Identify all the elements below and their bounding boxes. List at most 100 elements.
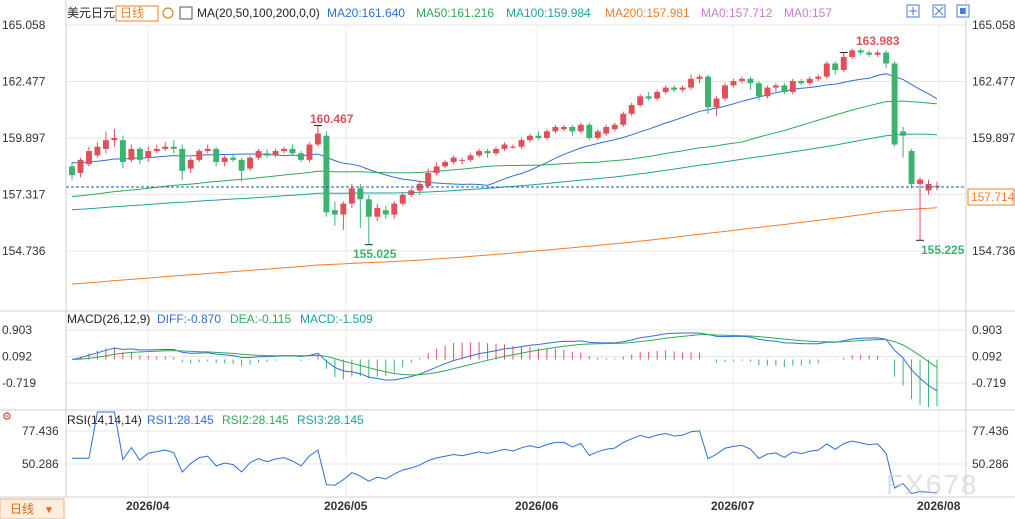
price-tick-left: 165.058 <box>2 18 46 32</box>
candle-body <box>789 81 796 92</box>
price-tick-right: 154.736 <box>972 244 1015 258</box>
candle-body <box>705 76 711 108</box>
candle-body <box>476 151 483 156</box>
candle-body <box>594 131 601 138</box>
price-annotations: 160.467 155.025 163.983 155.225 <box>310 34 965 261</box>
ma50-label: MA50:161.216 <box>416 6 494 20</box>
ma200-line <box>71 207 938 285</box>
candle-body <box>747 78 754 84</box>
candle-body <box>425 172 432 187</box>
candle-body <box>510 146 516 148</box>
price-tick-left: 154.736 <box>2 244 46 258</box>
ma20-label: MA20:161.640 <box>327 6 405 20</box>
candle-body <box>781 85 788 92</box>
candle-body <box>713 98 720 108</box>
ma-indicator-icon[interactable] <box>179 6 193 20</box>
candle-body <box>204 148 211 152</box>
time-tick: 2026/08 <box>917 499 961 513</box>
candle-body <box>170 146 177 149</box>
candle-body <box>722 85 728 99</box>
candle-body <box>518 140 525 147</box>
candle-body <box>145 151 152 158</box>
candle-body <box>357 188 364 200</box>
ma-params-label: MA(20,50,100,200,0,0) <box>197 6 320 20</box>
time-tick: 2026/07 <box>711 499 755 513</box>
candle-body <box>798 81 805 84</box>
candle-body <box>628 105 635 114</box>
candle-body <box>671 87 678 90</box>
time-tick: 2026/06 <box>515 499 559 513</box>
candle-body <box>543 131 550 138</box>
period-label[interactable]: 日线 <box>120 6 144 20</box>
macd-diff-label: DIFF:-0.870 <box>157 312 221 326</box>
dropdown-icon[interactable]: ▼ <box>44 505 54 516</box>
rsi-tick-left: 50.286 <box>22 457 59 471</box>
candle-body <box>247 157 254 169</box>
candle-body <box>238 159 245 171</box>
candle-body <box>281 148 287 152</box>
candle-body <box>467 155 474 160</box>
candle-body <box>162 146 169 149</box>
period-box[interactable] <box>115 5 159 22</box>
period-footer-button[interactable]: 日线 ▼ <box>0 498 65 519</box>
ma100-label: MA100:159.984 <box>506 6 591 20</box>
add-indicator-icon[interactable] <box>906 4 920 18</box>
ma50-line <box>71 100 938 198</box>
rsi-tick-left: 77.436 <box>22 424 59 438</box>
candle-body <box>654 91 661 99</box>
rsi-label: RSI(14,14,14) <box>67 413 142 427</box>
maximize-icon[interactable] <box>956 4 970 18</box>
candle-body <box>840 56 847 71</box>
candle-body <box>298 153 304 160</box>
candle-body <box>314 133 321 145</box>
symbol-label: 美元日元 <box>67 6 115 20</box>
candle-body <box>772 85 779 88</box>
candle-body <box>340 203 347 215</box>
macd-value-label: MACD:-1.509 <box>300 312 373 326</box>
current-price-label: 157.714 <box>971 190 1015 204</box>
candle-body <box>255 151 262 158</box>
candle-body <box>433 166 440 173</box>
high-annotation-2: 163.983 <box>856 34 900 48</box>
price-axis: 165.058 165.058 162.477 162.477 159.897 159.8… <box>2 18 1015 258</box>
candle-body <box>637 96 644 106</box>
price-tick-right: 159.897 <box>972 131 1015 145</box>
candle-body <box>187 159 194 169</box>
candle-body <box>535 135 542 138</box>
candle-body <box>365 199 372 217</box>
price-tick-right: 162.477 <box>972 75 1015 89</box>
period-footer-label[interactable]: 日线 <box>10 502 34 516</box>
candle-body <box>866 52 873 55</box>
candle-body <box>645 96 652 99</box>
candle-body <box>442 162 449 167</box>
rsi3-label: RSI3:28.145 <box>297 413 364 427</box>
macd-label: MACD(26,12,9) <box>67 312 150 326</box>
candle-body <box>679 87 686 90</box>
candle-body <box>136 148 143 160</box>
candle-body <box>755 83 762 97</box>
chart-header: 美元日元 日线 MA(20,50,100,200,0,0) MA20:161.6… <box>67 4 970 22</box>
price-tick-left: 159.897 <box>2 131 46 145</box>
ma200-label: MA200:157.981 <box>605 6 690 20</box>
candle-body <box>459 159 466 161</box>
rsi-settings-icon[interactable]: ⚙ <box>2 411 12 423</box>
candle-body <box>764 87 771 97</box>
macd-diff-line <box>71 332 938 392</box>
macd-tick-right: -0.719 <box>972 376 1006 390</box>
candle-body <box>196 151 203 160</box>
macd-panel: MACD(26,12,9) DIFF:-0.870 DEA:-0.115 MAC… <box>2 312 1006 408</box>
candle-body <box>323 135 330 213</box>
settings-icon[interactable] <box>162 7 174 19</box>
candle-body <box>77 159 84 173</box>
candle-body <box>221 157 228 163</box>
candle-body <box>815 76 822 79</box>
candle-body <box>272 151 279 156</box>
price-tick-right: 165.058 <box>972 18 1015 32</box>
rsi2-label: RSI2:28.145 <box>222 413 289 427</box>
candle-body <box>374 207 381 217</box>
candle-body <box>883 52 890 64</box>
macd-tick-left: 0.903 <box>2 323 32 337</box>
candle-body <box>849 50 856 57</box>
close-indicator-icon[interactable] <box>932 4 946 18</box>
